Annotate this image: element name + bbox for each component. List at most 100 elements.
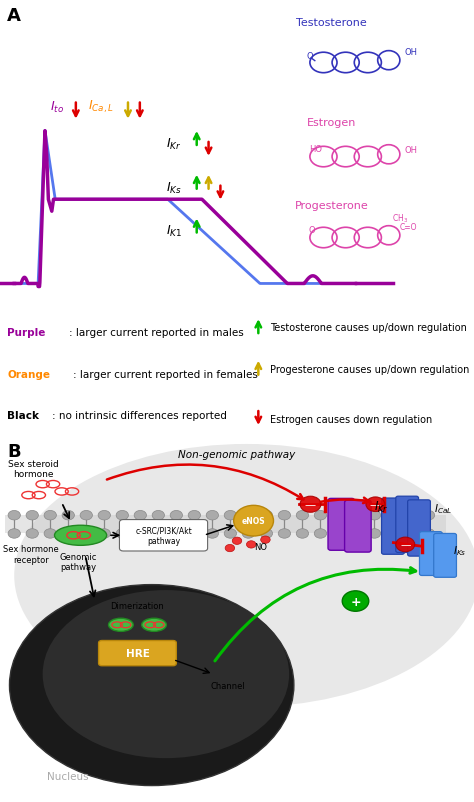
FancyBboxPatch shape [419,532,442,576]
Text: : no intrinsic differences reported: : no intrinsic differences reported [52,411,227,421]
Text: +: + [350,595,361,608]
Text: O: O [309,226,315,235]
Circle shape [98,511,110,520]
Text: Non-genomic pathway: Non-genomic pathway [178,450,296,460]
Ellipse shape [9,585,294,786]
Circle shape [232,537,242,545]
Circle shape [62,511,74,520]
Circle shape [224,511,237,520]
Circle shape [206,529,219,538]
Circle shape [170,511,182,520]
Circle shape [314,511,327,520]
Text: eNOS: eNOS [242,516,265,525]
Text: Sex steroid
hormone: Sex steroid hormone [8,459,59,478]
Circle shape [234,506,273,537]
Text: Purple: Purple [7,328,46,338]
Circle shape [98,529,110,538]
Circle shape [116,529,128,538]
Circle shape [296,511,309,520]
Circle shape [188,511,201,520]
Text: OH: OH [405,47,418,56]
Circle shape [332,511,345,520]
Text: HRE: HRE [126,649,149,658]
Circle shape [422,511,435,520]
FancyBboxPatch shape [434,534,456,577]
Text: Estrogen: Estrogen [307,118,356,128]
Text: Orange: Orange [7,370,50,379]
Circle shape [8,529,20,538]
Ellipse shape [109,618,133,632]
Text: Nucleus: Nucleus [47,772,89,781]
Text: $I_{Ca,L}$: $I_{Ca,L}$ [88,99,114,115]
Circle shape [44,511,56,520]
Ellipse shape [142,618,166,632]
Circle shape [396,537,415,552]
Text: NO: NO [254,542,267,551]
Text: $I_{Kr}$: $I_{Kr}$ [374,499,389,514]
Circle shape [368,529,381,538]
Circle shape [26,529,38,538]
Text: OH: OH [405,146,418,155]
Circle shape [278,529,291,538]
Text: Progesterone causes up/down regulation: Progesterone causes up/down regulation [270,364,470,375]
FancyBboxPatch shape [382,498,404,555]
Ellipse shape [55,525,107,545]
Text: Dimerization: Dimerization [110,602,164,610]
Circle shape [386,529,399,538]
Circle shape [260,529,273,538]
Text: HO: HO [309,145,322,154]
Text: Estrogen causes down regulation: Estrogen causes down regulation [270,415,432,424]
Text: Testosterone: Testosterone [296,18,367,27]
Circle shape [224,529,237,538]
Circle shape [300,496,321,512]
Text: : larger current reported in males: : larger current reported in males [69,328,244,338]
Text: $I_{to}$: $I_{to}$ [50,99,64,115]
Circle shape [350,511,363,520]
Circle shape [342,591,369,611]
Text: Testosterone causes up/down regulation: Testosterone causes up/down regulation [270,323,467,333]
Circle shape [134,529,146,538]
Circle shape [242,529,255,538]
Text: A: A [7,6,21,25]
Circle shape [246,541,256,549]
Text: Sex hormone
receptor: Sex hormone receptor [3,545,59,564]
FancyBboxPatch shape [396,496,419,553]
Text: $I_{Ks}$: $I_{Ks}$ [453,543,466,557]
Text: Black: Black [7,411,39,421]
Text: Genomic
pathway: Genomic pathway [60,552,97,571]
Text: —: — [305,500,316,509]
Circle shape [296,529,309,538]
Circle shape [80,511,92,520]
Text: $I_{K1}$: $I_{K1}$ [166,224,182,239]
Text: —: — [400,540,410,549]
Ellipse shape [14,444,474,707]
Text: Progesterone: Progesterone [295,201,369,211]
Text: O: O [306,52,313,61]
Text: —: — [370,500,381,509]
FancyBboxPatch shape [119,520,208,551]
Circle shape [386,511,399,520]
Text: $I_{Ks}$: $I_{Ks}$ [166,180,182,196]
FancyBboxPatch shape [328,499,355,551]
Circle shape [225,545,235,552]
Circle shape [134,511,146,520]
Circle shape [368,511,381,520]
Circle shape [278,511,291,520]
Circle shape [404,511,417,520]
FancyBboxPatch shape [5,516,446,534]
Circle shape [366,497,385,512]
Circle shape [26,511,38,520]
Circle shape [260,511,273,520]
Circle shape [404,529,417,538]
FancyBboxPatch shape [345,500,371,553]
Circle shape [170,529,182,538]
Text: B: B [7,443,21,460]
Text: CH$_3$: CH$_3$ [392,213,409,225]
FancyBboxPatch shape [408,500,430,557]
Text: C=O: C=O [400,222,418,231]
Circle shape [152,511,164,520]
Text: Channel: Channel [210,682,245,691]
Circle shape [350,529,363,538]
Circle shape [8,511,20,520]
Text: $I_{CaL}$: $I_{CaL}$ [434,501,452,515]
